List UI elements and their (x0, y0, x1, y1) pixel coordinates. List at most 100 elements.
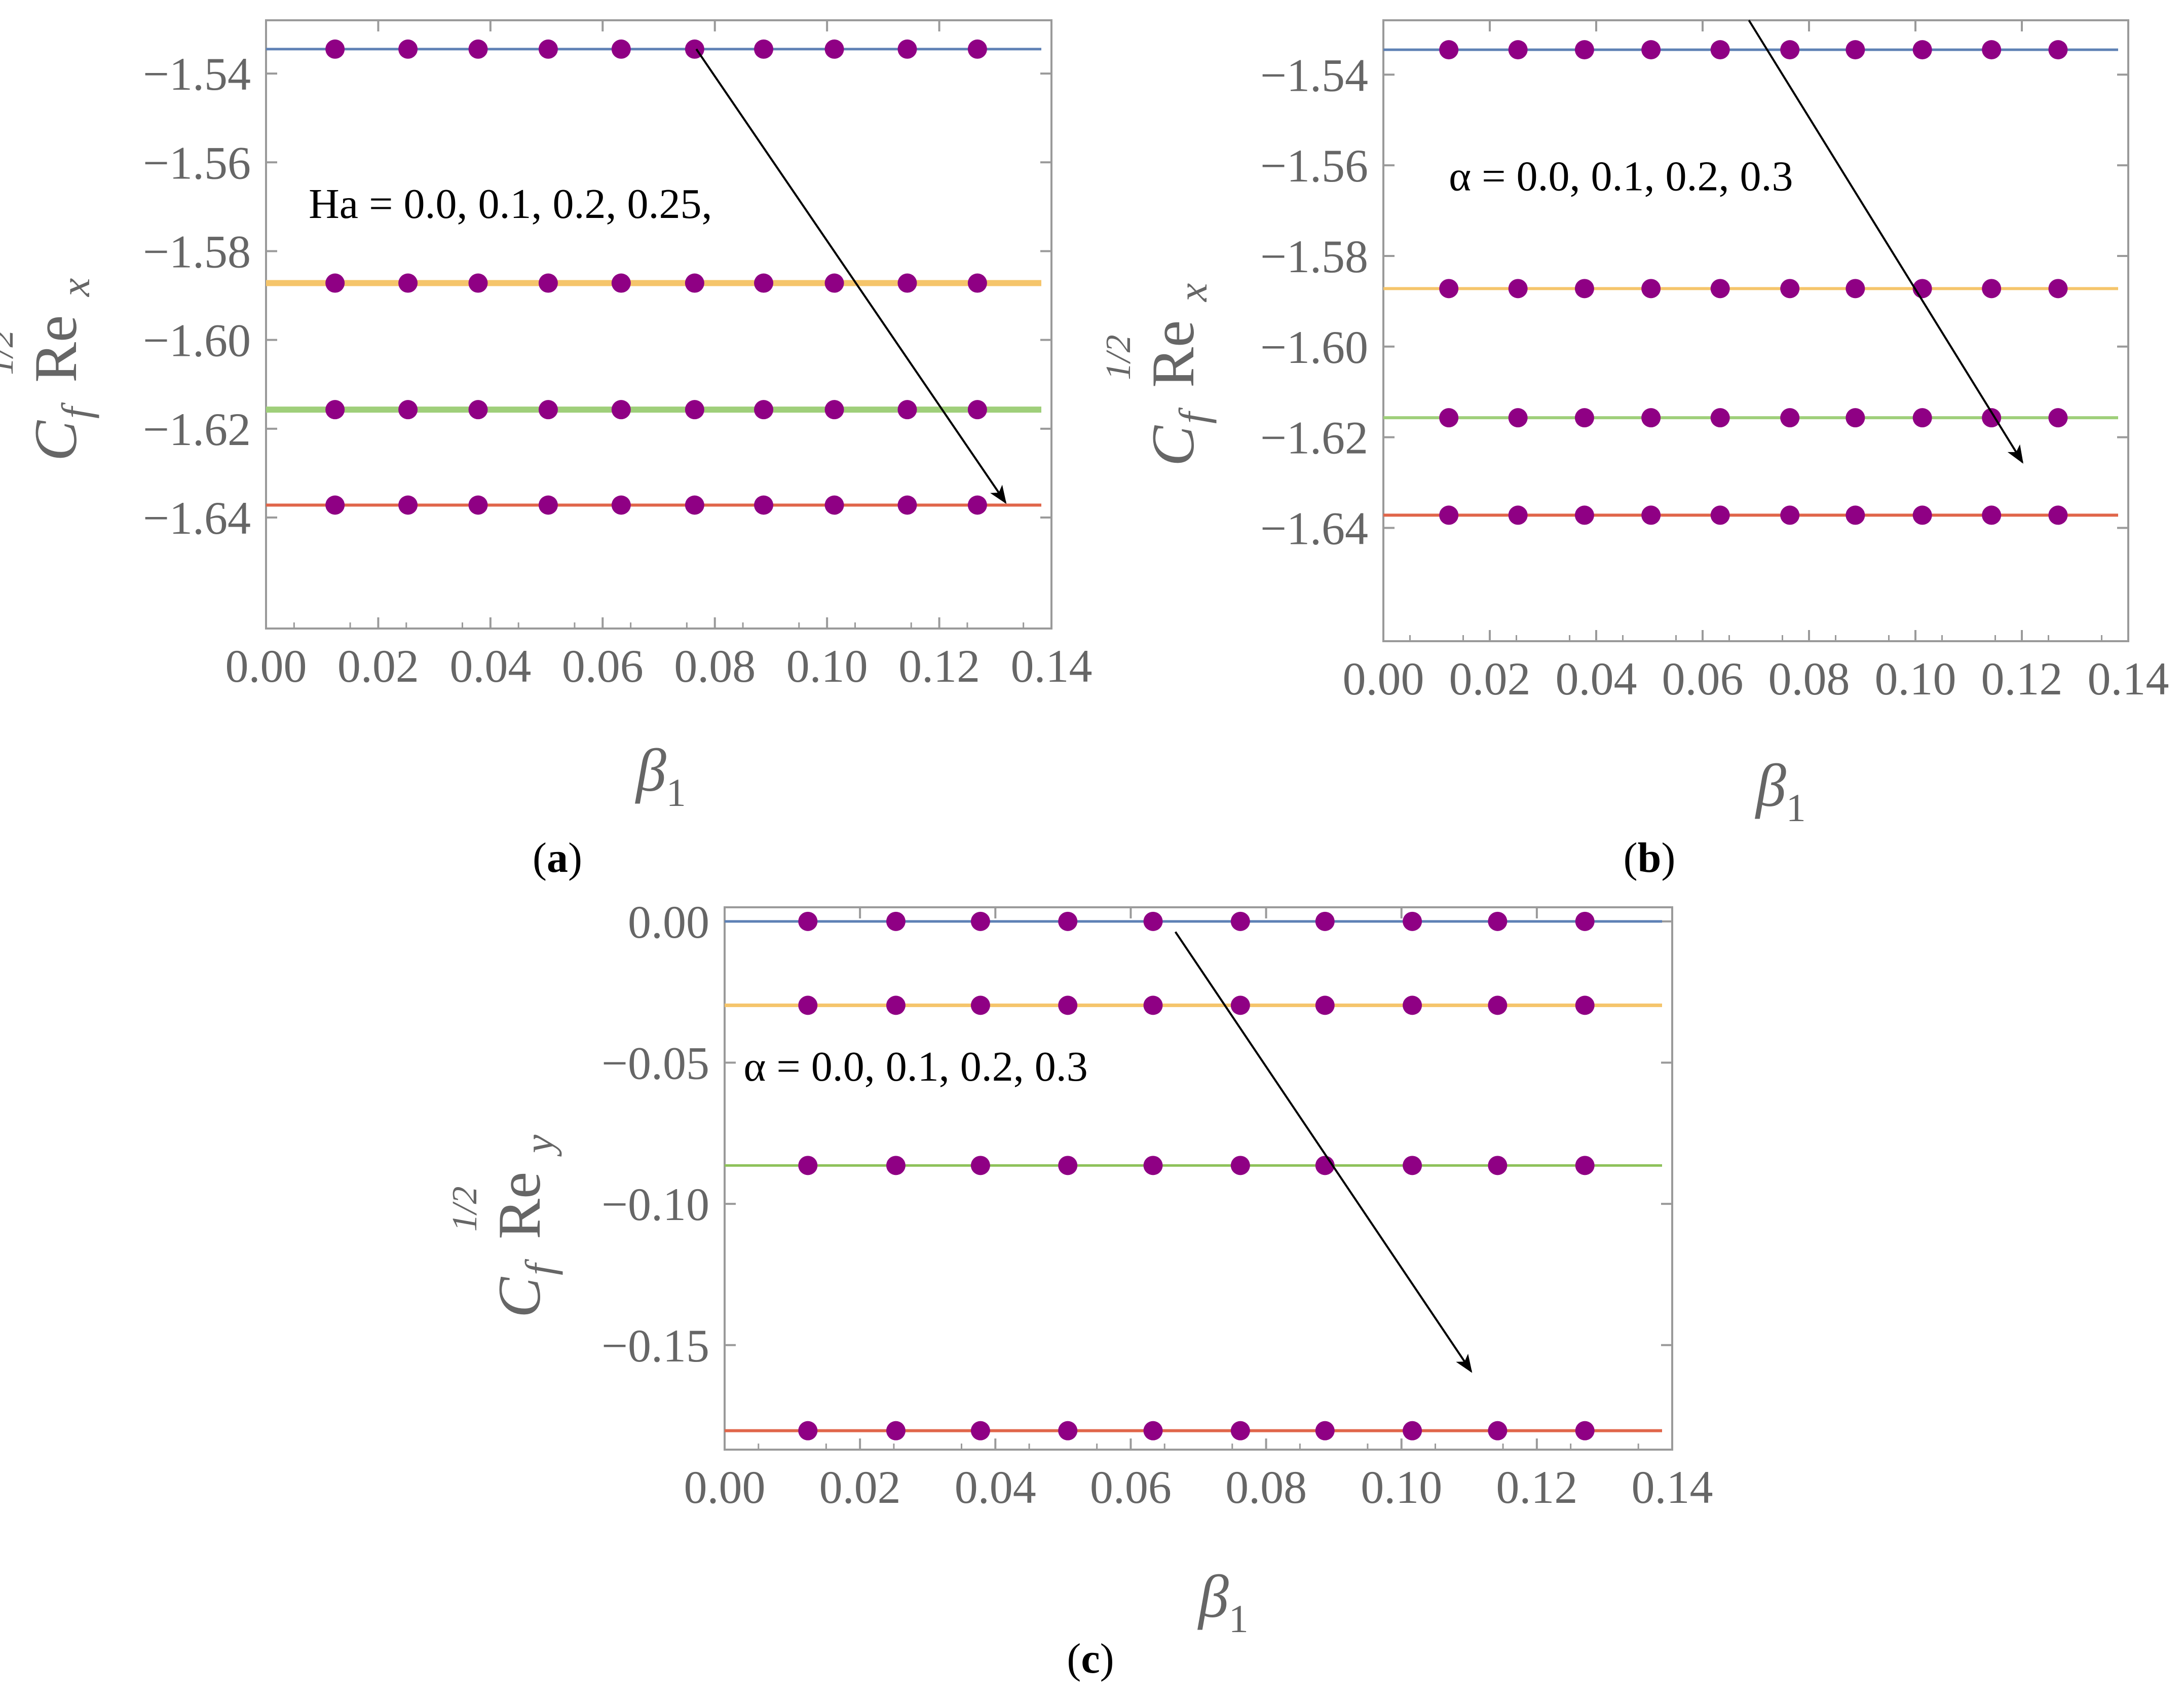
y-tick-label: −1.60 (143, 315, 251, 366)
y-tick-label: −0.05 (601, 1038, 709, 1089)
data-point (754, 273, 774, 293)
x-axis-label: β1 (635, 736, 686, 815)
data-point (1575, 1156, 1595, 1175)
x-axis-label: β1 (1197, 1563, 1249, 1641)
data-point (1846, 505, 1865, 525)
data-point (798, 1421, 818, 1441)
data-point (538, 39, 558, 59)
y-label-c: C (485, 1276, 553, 1318)
data-point (1508, 40, 1528, 60)
x-axis-subscript: 1 (666, 770, 686, 815)
x-tick-label: 0.08 (1768, 653, 1850, 705)
y-tick-label: −1.64 (143, 492, 251, 544)
x-tick-label: 0.04 (449, 640, 531, 692)
panel-label-open: ( (533, 834, 547, 881)
panel-label-open: ( (1067, 1635, 1081, 1682)
data-point (970, 1156, 990, 1175)
data-point (398, 400, 418, 420)
data-point (1488, 995, 1508, 1015)
data-point (967, 495, 987, 515)
y-tick-label: −1.54 (1260, 49, 1368, 101)
data-point (1315, 1421, 1335, 1441)
data-point (1641, 40, 1661, 60)
data-point (468, 39, 488, 59)
data-point (1780, 279, 1800, 299)
data-point (1403, 995, 1422, 1015)
y-label-superscript: 1/2 (0, 330, 21, 375)
parameter-annotation: Ha = 0.0, 0.1, 0.2, 0.25, (309, 180, 712, 228)
data-point (1488, 911, 1508, 931)
plot-frame (1382, 19, 2129, 642)
data-point (1143, 1156, 1163, 1175)
data-point (967, 400, 987, 420)
trend-arrow (1174, 931, 1473, 1373)
parameter-annotation: α = 0.0, 0.1, 0.2, 0.3 (743, 1043, 1087, 1090)
data-point (754, 39, 774, 59)
x-tick-label: 0.12 (1981, 653, 2063, 705)
data-point (1574, 279, 1594, 299)
panel-label-close: ) (1661, 834, 1675, 881)
data-point (897, 400, 917, 420)
x-tick-label: 0.08 (1225, 1461, 1307, 1513)
data-point (685, 495, 704, 515)
data-point (1508, 505, 1528, 525)
data-point (538, 273, 558, 293)
data-point (325, 273, 345, 293)
data-point (1982, 279, 2002, 299)
data-point (824, 400, 844, 420)
x-tick-label: 0.02 (819, 1461, 901, 1513)
data-point (897, 273, 917, 293)
x-tick-label: 0.06 (1662, 653, 1744, 705)
data-point (611, 400, 631, 420)
y-tick-label: −1.54 (143, 48, 251, 100)
data-point (1575, 1421, 1595, 1441)
data-point (1488, 1421, 1508, 1441)
data-point (1230, 995, 1250, 1015)
y-label-re: Re (1139, 320, 1207, 388)
y-label-superscript: 1/2 (445, 1187, 484, 1232)
panel-label-letter: b (1638, 834, 1662, 881)
x-tick-label: 0.06 (1090, 1461, 1172, 1513)
data-point (1912, 505, 1932, 525)
y-tick-label: −1.62 (1260, 412, 1368, 464)
panel-label-letter: c (1081, 1635, 1100, 1682)
x-tick-label: 0.14 (1632, 1461, 1713, 1513)
data-point (1315, 995, 1335, 1015)
data-point (2048, 408, 2068, 428)
y-label-c: C (1139, 425, 1207, 466)
data-point (1488, 1156, 1508, 1175)
data-point (2048, 505, 2068, 525)
data-point (798, 911, 818, 931)
x-tick-label: 0.06 (562, 640, 644, 692)
y-label-subscript: x (1170, 283, 1216, 302)
data-point (1403, 1421, 1422, 1441)
x-tick-label: 0.00 (684, 1461, 766, 1513)
data-point (1508, 408, 1528, 428)
y-label-c: C (22, 420, 89, 461)
x-tick-label: 0.04 (1556, 653, 1637, 705)
data-point (970, 995, 990, 1015)
y-label-f: f (53, 402, 99, 419)
data-point (1982, 505, 2002, 525)
y-tick-label: −1.56 (143, 137, 251, 189)
data-point (1846, 40, 1865, 60)
data-point (1982, 408, 2002, 428)
data-point (1710, 40, 1730, 60)
data-point (1780, 505, 1800, 525)
x-axis-symbol: β (1197, 1563, 1229, 1630)
y-label-re: Re (22, 315, 89, 383)
data-point (824, 495, 844, 515)
data-point (1508, 279, 1528, 299)
data-point (754, 400, 774, 420)
y-label-f: f (1171, 407, 1217, 424)
data-point (798, 995, 818, 1015)
data-point (1403, 1156, 1422, 1175)
x-tick-label: 0.14 (1011, 640, 1093, 692)
panel-label-close: ) (1100, 1635, 1114, 1682)
data-point (611, 273, 631, 293)
data-point (611, 39, 631, 59)
y-tick-label: −0.15 (601, 1320, 709, 1372)
trend-arrow (695, 48, 1007, 504)
data-point (611, 495, 631, 515)
data-point (685, 400, 704, 420)
